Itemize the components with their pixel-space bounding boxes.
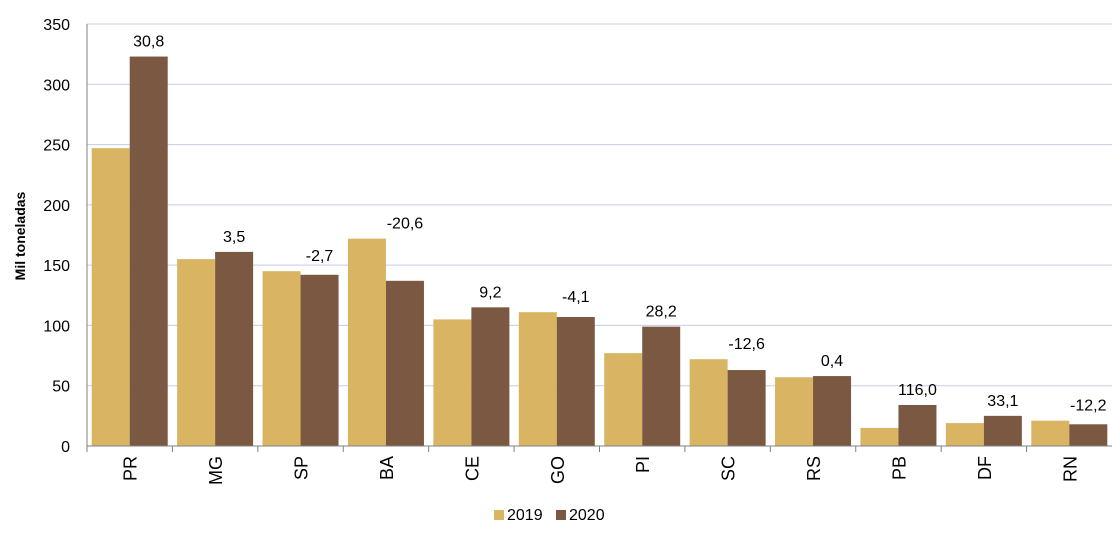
legend-label-2019: 2019 xyxy=(507,507,543,524)
category-label-PR: PR xyxy=(121,456,141,481)
data-label-BA: -20,6 xyxy=(387,216,424,233)
bar-2019-PB xyxy=(860,427,899,446)
bar-2020-BA xyxy=(385,280,424,446)
data-label-GO: -4,1 xyxy=(562,289,590,306)
data-label-MG: 3,5 xyxy=(223,229,245,246)
y-tick-label: 300 xyxy=(43,77,70,94)
bar-2019-MG xyxy=(177,259,216,446)
y-tick-label: 100 xyxy=(43,318,70,335)
category-label-CE: CE xyxy=(462,456,482,481)
data-label-SP: -2,7 xyxy=(306,248,334,265)
data-label-PB: 116,0 xyxy=(898,382,937,399)
y-tick-label: 50 xyxy=(52,379,70,396)
bar-2019-DF xyxy=(945,423,984,446)
category-label-PB: PB xyxy=(889,456,909,480)
category-label-SC: SC xyxy=(719,456,739,481)
category-label-SP: SP xyxy=(292,456,312,480)
bar-2019-GO xyxy=(518,312,557,446)
y-axis-label: Mil toneladas xyxy=(12,191,28,280)
bar-2019-SC xyxy=(689,359,728,446)
data-label-DF: 33,1 xyxy=(987,393,1018,410)
bar-2019-PI xyxy=(604,353,643,446)
data-label-PR: 30,8 xyxy=(133,34,164,51)
data-label-CE: 9,2 xyxy=(479,284,501,301)
bar-2020-PR xyxy=(129,56,168,446)
category-label-GO: GO xyxy=(548,456,568,484)
legend-swatch-2019 xyxy=(494,510,504,520)
x-axis-categories: PR MG SP BA CE GO PI SC RS PB DF RN xyxy=(86,446,1080,485)
bar-2020-PI xyxy=(642,326,681,446)
y-tick-label: 200 xyxy=(43,198,70,215)
y-tick-label: 0 xyxy=(61,439,70,456)
bar-2020-GO xyxy=(556,316,595,446)
data-label-PI: 28,2 xyxy=(646,304,677,321)
y-tick-label: 150 xyxy=(43,258,70,275)
y-tick-label: 250 xyxy=(43,138,70,155)
data-label-SC: -12,6 xyxy=(728,336,765,353)
bar-2019-PR xyxy=(91,148,130,446)
category-label-PI: PI xyxy=(633,456,653,473)
category-label-BA: BA xyxy=(377,456,397,480)
legend-label-2020: 2020 xyxy=(569,507,605,524)
bar-2020-CE xyxy=(471,307,510,446)
bar-2019-RS xyxy=(775,377,814,446)
category-label-RS: RS xyxy=(804,456,824,481)
bar-2020-PB xyxy=(898,405,937,446)
bar-2020-RN xyxy=(1069,424,1108,446)
data-label-RN: -12,2 xyxy=(1070,398,1107,415)
category-label-DF: DF xyxy=(975,456,995,480)
category-label-MG: MG xyxy=(206,456,226,485)
legend: 2019 2020 xyxy=(494,507,605,524)
bar-2019-RN xyxy=(1031,420,1070,446)
bar-2020-DF xyxy=(983,415,1022,446)
y-axis-ticks: 0 50 100 150 200 250 300 350 xyxy=(43,17,70,456)
bar-2020-SC xyxy=(727,370,766,446)
bar-2019-SP xyxy=(262,271,301,446)
bar-2019-BA xyxy=(347,238,386,446)
y-tick-label: 350 xyxy=(43,17,70,34)
bar-2020-MG xyxy=(215,251,254,446)
bars xyxy=(91,56,1108,446)
bar-2020-RS xyxy=(813,376,852,446)
bar-2019-CE xyxy=(433,319,472,446)
gridlines xyxy=(87,23,1112,387)
data-labels: 30,8 3,5 -2,7 -20,6 9,2 -4,1 28,2 -12,6 0,4 116,0… xyxy=(133,34,1106,415)
bar-2020-SP xyxy=(300,274,339,446)
category-label-RN: RN xyxy=(1060,456,1080,482)
legend-swatch-2020 xyxy=(556,510,566,520)
data-label-RS: 0,4 xyxy=(821,353,843,370)
